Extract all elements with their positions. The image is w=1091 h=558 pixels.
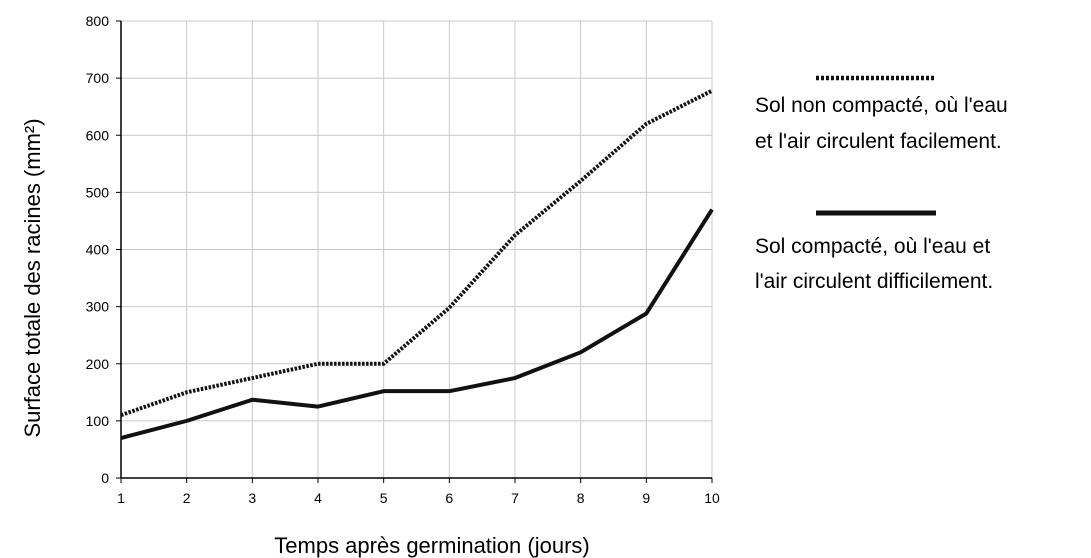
x-tick-label: 2 bbox=[183, 490, 191, 506]
x-tick-label: 5 bbox=[380, 490, 388, 506]
y-tick-label: 600 bbox=[86, 127, 110, 143]
y-tick-label: 800 bbox=[86, 13, 110, 29]
legend-label: l'air circulent difficilement. bbox=[755, 270, 993, 293]
x-tick-label: 8 bbox=[577, 490, 585, 506]
y-tick-label: 0 bbox=[101, 470, 109, 486]
legend-label: Sol non compacté, où l'eau bbox=[755, 94, 1008, 117]
grid bbox=[121, 21, 712, 478]
series-line-2 bbox=[121, 210, 712, 439]
x-tick-label: 6 bbox=[445, 490, 453, 506]
series-line-1 bbox=[121, 91, 712, 415]
legend-label: et l'air circulent facilement. bbox=[755, 130, 1002, 153]
y-tick-label: 700 bbox=[86, 70, 110, 86]
y-tick-label: 400 bbox=[86, 242, 110, 258]
legend: Sol non compacté, où l'eau et l'air circu… bbox=[755, 78, 1008, 293]
x-tick-label: 9 bbox=[642, 490, 650, 506]
series-lines bbox=[121, 90, 713, 438]
y-tick-label: 300 bbox=[86, 299, 110, 315]
x-tick-label: 4 bbox=[314, 490, 322, 506]
tick-labels: 0 100 200 300 400 500 600 700 800 1 2 3 4 5 6 7 8 9 10 bbox=[86, 13, 720, 506]
y-tick-label: 200 bbox=[86, 356, 110, 372]
y-axis-title: Surface totale des racines (mm²) bbox=[20, 118, 45, 437]
x-tick-label: 1 bbox=[117, 490, 125, 506]
y-tick-label: 100 bbox=[86, 413, 110, 429]
legend-label: Sol compacté, où l'eau et bbox=[755, 235, 990, 258]
x-axis-title: Temps après germination (jours) bbox=[274, 533, 589, 558]
y-tick-label: 500 bbox=[86, 184, 110, 200]
x-tick-label: 7 bbox=[511, 490, 519, 506]
x-tick-label: 3 bbox=[248, 490, 256, 506]
x-tick-label: 10 bbox=[704, 490, 720, 506]
